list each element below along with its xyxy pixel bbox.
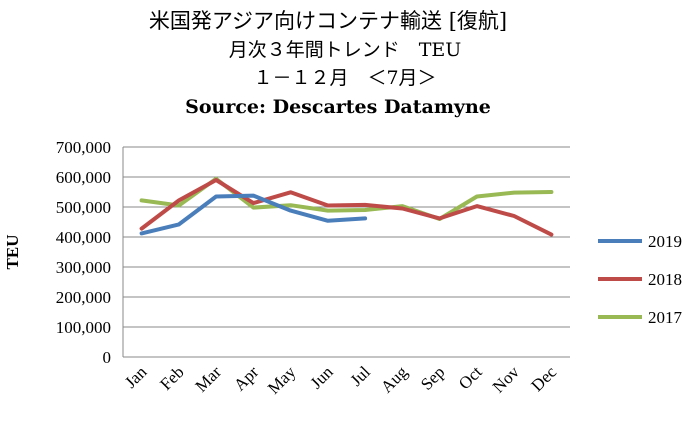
series-line-2018 [139, 178, 554, 237]
x-tick-label: Jan [121, 362, 151, 392]
y-tick-label: 0 [103, 348, 112, 367]
y-axis-title: TEU [3, 235, 22, 270]
y-axis-ticks: 0 100,000 200,000 300,000 400,000 500,000 600,… [56, 138, 111, 367]
x-tick-label: Jul [346, 362, 374, 390]
legend-label-2018: 2018 [648, 270, 682, 289]
legend: 2019 2018 2017 [598, 232, 683, 327]
x-tick-label: Aug [377, 362, 411, 396]
legend-label-2019: 2019 [648, 232, 682, 251]
series-lines [139, 176, 554, 237]
x-tick-label: Sep [417, 362, 448, 393]
chart-subtitle: 月次３年間トレンド TEU [229, 39, 462, 61]
chart-title: 米国発アジア向けコンテナ輸送 [復航] [149, 9, 507, 33]
series-line-2017 [139, 176, 554, 221]
y-tick-label: 600,000 [56, 168, 111, 187]
y-tick-label: 100,000 [56, 318, 111, 337]
x-tick-label: Mar [191, 362, 225, 396]
legend-label-2017: 2017 [648, 308, 683, 327]
y-tick-label: 400,000 [56, 228, 111, 247]
y-tick-label: 200,000 [56, 288, 111, 307]
y-tick-label: 300,000 [56, 258, 111, 277]
x-tick-label: Nov [489, 362, 523, 396]
y-tick-label: 500,000 [56, 198, 111, 217]
x-tick-label: Dec [527, 362, 560, 395]
y-tick-label: 700,000 [56, 138, 111, 157]
x-tick-label: Feb [156, 362, 187, 393]
x-tick-label: Oct [455, 362, 486, 393]
gridlines [122, 146, 570, 358]
chart-title-block: 米国発アジア向けコンテナ輸送 [復航] 月次３年間トレンド TEU １－１２月 … [149, 9, 507, 118]
x-axis-ticks: Jan Feb Mar Apr May Jun Jul Aug Sep Oct Nov Dec [121, 362, 561, 398]
x-tick-label: Jun [307, 362, 337, 392]
chart-period: １－１２月 ＜7月＞ [253, 67, 436, 89]
chart-source: Source: Descartes Datamyne [185, 96, 491, 118]
x-tick-label: Apr [230, 362, 262, 394]
series-line-2019 [139, 193, 368, 236]
x-tick-label: May [264, 362, 300, 398]
